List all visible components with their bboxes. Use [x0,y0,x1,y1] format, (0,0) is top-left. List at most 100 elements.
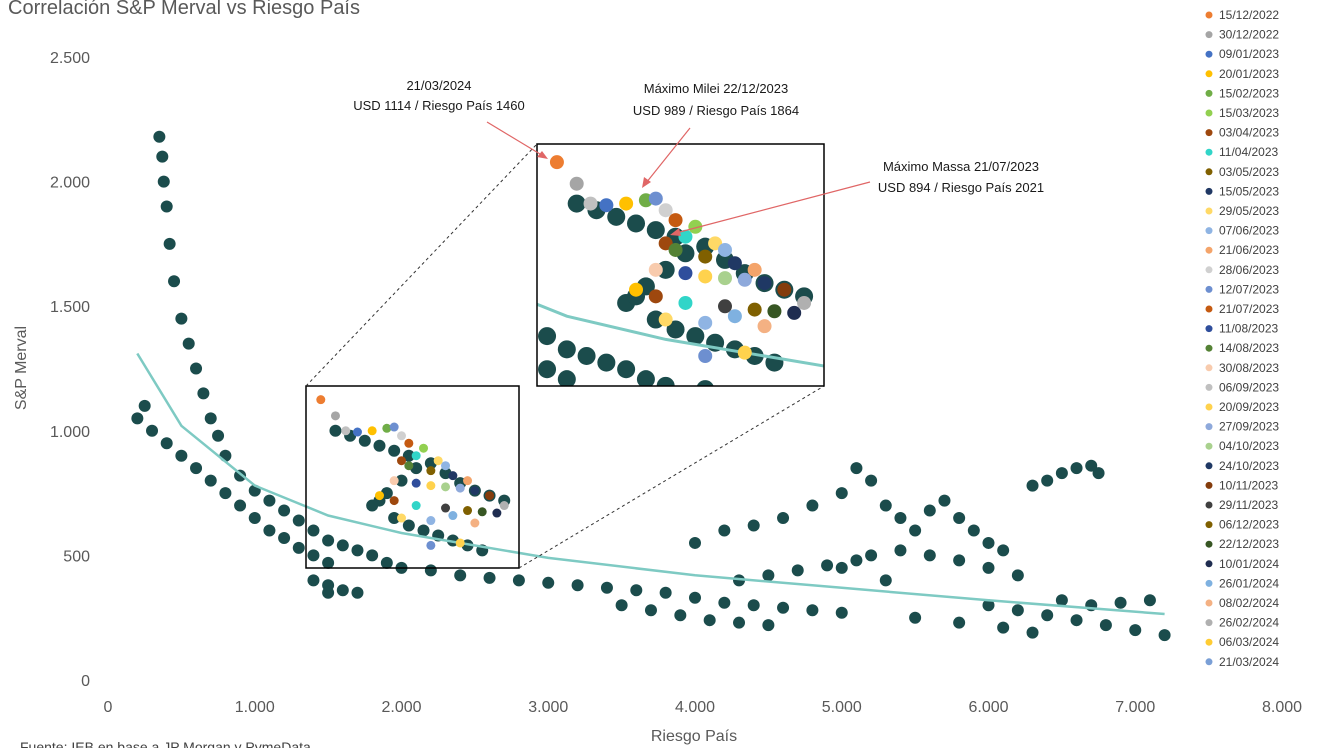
inset-highlight-point [698,249,713,264]
legend-marker [1205,579,1213,587]
data-point [674,609,687,622]
highlight-point [448,511,458,521]
legend-label: 15/05/2023 [1219,184,1279,198]
data-point [160,200,173,213]
data-point [329,424,342,437]
inset-data-point [646,221,665,240]
data-point [644,604,657,617]
inset-highlight-point [787,305,802,320]
inset-highlight-point [757,319,772,334]
legend-marker [1205,364,1213,372]
legend-label: 03/05/2023 [1219,165,1279,179]
inset-highlight-point [658,312,673,327]
annotation-1-line2: USD 1114 / Riesgo País 1460 [353,98,525,113]
highlight-point [441,461,451,471]
inset-highlight-point [648,262,663,277]
data-point [351,586,364,599]
inset-highlight-point [777,282,792,297]
data-point [351,544,364,557]
highlight-point [426,516,436,526]
data-point [630,584,643,597]
highlight-point [455,538,465,548]
legend-marker [1205,148,1213,156]
legend-item: 24/10/2023 [1205,459,1279,473]
data-point [894,512,907,525]
data-point [322,586,335,599]
data-point [1041,474,1054,487]
inset-highlight-point [698,315,713,330]
y-tick-label: 0 [81,673,90,690]
legend-item: 06/09/2023 [1205,380,1279,394]
highlight-point [374,491,384,501]
highlight-point [470,518,480,528]
data-point [168,275,181,288]
highlight-point [404,438,414,448]
data-point [938,494,951,507]
legend-item: 08/02/2024 [1205,596,1279,610]
legend-item: 29/05/2023 [1205,204,1279,218]
data-point [997,621,1010,634]
data-point [997,544,1010,557]
legend-marker [1205,129,1213,137]
data-point [703,614,716,627]
data-point [512,574,525,587]
inset-highlight-point [717,299,732,314]
inset-highlight-point [678,229,693,244]
inset-data-point [567,194,586,213]
legend-marker [1205,109,1213,117]
legend-label: 22/12/2023 [1219,537,1279,551]
legend-item: 09/01/2023 [1205,47,1279,61]
legend-marker [1205,285,1213,293]
trend-line [136,352,1165,616]
legend-item: 27/09/2023 [1205,420,1279,434]
legend-item: 10/01/2024 [1205,557,1279,571]
legend-item: 11/08/2023 [1205,322,1278,336]
inset-highlight-point [629,282,644,297]
data-point [953,616,966,629]
data-point [402,449,415,462]
x-tick-label: 7.000 [1115,699,1155,716]
legend-item: 07/06/2023 [1205,224,1279,238]
legend-item: 21/03/2024 [1205,655,1279,669]
data-point [1055,467,1068,480]
y-tick-label: 500 [63,548,90,565]
legend-item: 29/11/2023 [1205,498,1278,512]
legend-label: 26/02/2024 [1219,616,1279,630]
legend-marker [1205,423,1213,431]
data-point [1026,626,1039,639]
highlight-point [426,481,436,491]
data-point [909,524,922,537]
annotation-2-line2: USD 989 / Riesgo País 1864 [633,103,799,118]
inset-highlight-point [708,236,723,251]
data-point [923,504,936,517]
inset-data-point [518,350,536,368]
inset-highlight-point [668,213,683,228]
legend-label: 11/08/2023 [1219,322,1278,336]
data-point [982,599,995,612]
zoom-connector-top [305,143,538,387]
inset-data-point [518,314,536,332]
data-point [197,387,210,400]
legend-marker [1205,11,1213,19]
legend-label: 21/03/2024 [1219,655,1279,669]
legend-label: 27/09/2023 [1219,420,1279,434]
legend-label: 06/12/2023 [1219,518,1279,532]
data-point [615,599,628,612]
inset-data-point [686,327,705,346]
legend-item: 10/11/2023 [1205,478,1278,492]
legend-item: 03/04/2023 [1205,126,1279,140]
data-point [777,601,790,614]
legend-item: 15/05/2023 [1205,184,1279,198]
data-point [1070,614,1083,627]
data-point [307,549,320,562]
legend-marker [1205,187,1213,195]
legend-marker [1205,599,1213,607]
legend-item: 30/12/2022 [1205,28,1279,42]
data-point [806,604,819,617]
legend-marker [1205,638,1213,646]
inset-highlight-point [619,196,634,211]
data-point [292,541,305,554]
legend-label: 06/09/2023 [1219,380,1279,394]
legend-label: 14/08/2023 [1219,341,1279,355]
data-point [388,512,401,525]
